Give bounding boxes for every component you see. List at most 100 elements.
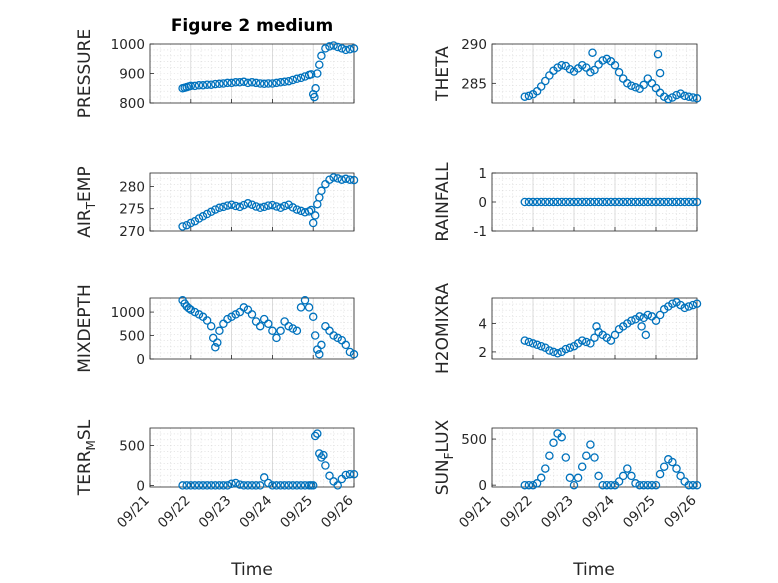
data-point-sun_flux: [606, 480, 616, 490]
subplot-air_temp: 270 275 280 AIRTEMP: [75, 166, 359, 240]
y-tick-label: 800: [119, 96, 145, 112]
data-point-pressure: [243, 78, 253, 88]
data-point-mixdepth: [276, 326, 285, 336]
data-point-theta: [598, 56, 607, 65]
data-point-rainfall: [618, 197, 628, 207]
data-point-rainfall: [631, 197, 640, 207]
data-point-theta: [602, 54, 612, 64]
data-point-h2omixra: [553, 349, 562, 358]
axes-box: [149, 427, 355, 488]
data-point-theta: [565, 64, 575, 74]
data-point-sun_flux: [684, 480, 694, 490]
data-point-pressure: [268, 79, 277, 88]
data-point-h2omixra: [592, 322, 601, 331]
x-tick-label: 09/25: [620, 493, 659, 532]
data-point-sun_flux: [557, 432, 566, 442]
data-point-rainfall: [577, 197, 587, 207]
data-point-sun_flux: [532, 479, 542, 488]
data-point-rainfall: [536, 197, 546, 207]
data-point-mixdepth: [268, 326, 277, 336]
data-point-air_temp: [251, 202, 261, 211]
data-point-air_temp: [231, 201, 240, 211]
data-point-sun_flux: [577, 462, 587, 471]
data-point-pressure: [215, 79, 224, 89]
x-tick-label: 09/25: [277, 493, 316, 532]
data-point-h2omixra: [655, 310, 665, 320]
data-point-terr_msl: [198, 481, 208, 490]
data-point-h2omixra: [582, 337, 591, 347]
data-point-rainfall: [614, 197, 624, 207]
data-point-pressure: [284, 76, 293, 86]
data-point-pressure: [259, 79, 269, 89]
y-tick-label: 270: [119, 224, 145, 240]
data-point-mixdepth: [186, 305, 196, 314]
data-point-mixdepth: [211, 343, 220, 352]
data-point-mixdepth: [215, 326, 224, 336]
data-point-mixdepth: [288, 324, 298, 333]
data-point-theta: [536, 82, 546, 91]
data-point-h2omixra: [643, 310, 653, 320]
data-point-air_temp: [272, 202, 281, 211]
data-point-rainfall: [549, 197, 558, 207]
data-point-air_temp: [280, 201, 289, 211]
data-point-theta: [590, 65, 599, 75]
data-point-theta: [668, 93, 677, 102]
data-point-air_temp: [276, 203, 285, 213]
data-point-pressure: [276, 78, 285, 87]
data-point-mixdepth: [206, 321, 216, 331]
data-point-h2omixra: [545, 346, 554, 355]
data-point-pressure: [288, 75, 298, 85]
data-point-pressure: [211, 79, 220, 89]
y-axis-label: RAINFALL: [433, 162, 453, 242]
data-point-sun_flux: [668, 457, 677, 467]
data-point-terr_msl: [333, 481, 342, 490]
x-tick-label: 09/24: [236, 493, 275, 532]
data-point-terr_msl: [349, 469, 359, 479]
data-point-mixdepth: [317, 340, 326, 350]
data-point-rainfall: [602, 197, 612, 207]
data-point-rainfall: [524, 197, 534, 207]
data-point-terr_msl: [308, 481, 318, 490]
data-point-terr_msl: [223, 481, 232, 490]
data-point-rainfall: [676, 197, 685, 207]
data-point-mixdepth: [304, 303, 314, 312]
data-point-h2omixra: [692, 299, 702, 308]
data-point-air_temp: [247, 200, 257, 209]
data-point-pressure: [337, 44, 347, 53]
data-point-h2omixra: [641, 330, 651, 340]
subplot-terr_msl: 0 500 TERRMSL 09/21 09/22 09/23 09/24 09/25 09/2…: [75, 419, 359, 532]
data-point-h2omixra: [627, 316, 636, 325]
data-point-sun_flux: [627, 471, 636, 481]
data-point-terr_msl: [235, 480, 245, 489]
data-point-terr_msl: [190, 481, 200, 490]
data-point-terr_msl: [243, 481, 253, 490]
data-point-air_temp: [304, 207, 314, 216]
data-point-air_temp: [243, 199, 253, 208]
y-axis-label: TERRMSL: [75, 419, 98, 496]
data-point-terr_msl: [341, 470, 351, 480]
data-point-air_temp: [310, 211, 320, 220]
data-point-air_temp: [223, 201, 232, 210]
axes-box: [491, 43, 698, 104]
data-point-terr_msl: [317, 453, 326, 462]
data-point-terr_msl: [255, 481, 265, 490]
data-point-h2omixra: [536, 341, 546, 351]
data-point-theta: [553, 63, 562, 72]
data-point-sun_flux: [643, 480, 653, 490]
data-point-sun_flux: [561, 453, 571, 462]
data-point-pressure: [219, 79, 228, 88]
data-point-sun_flux: [520, 480, 530, 490]
data-point-theta: [623, 79, 632, 88]
data-point-air_temp: [345, 175, 355, 184]
data-point-mixdepth: [223, 314, 232, 324]
data-point-theta: [577, 60, 587, 70]
data-point-theta: [672, 90, 681, 100]
subplot-rainfall: -1 0 1 RAINFALL: [433, 162, 702, 242]
data-point-sun_flux: [692, 480, 702, 490]
y-tick-label: 4: [478, 317, 487, 333]
y-tick-label: 0: [478, 478, 487, 494]
data-point-terr_msl: [296, 481, 306, 490]
data-point-mixdepth: [341, 340, 351, 350]
data-point-theta: [664, 94, 673, 104]
data-point-theta: [655, 68, 665, 78]
